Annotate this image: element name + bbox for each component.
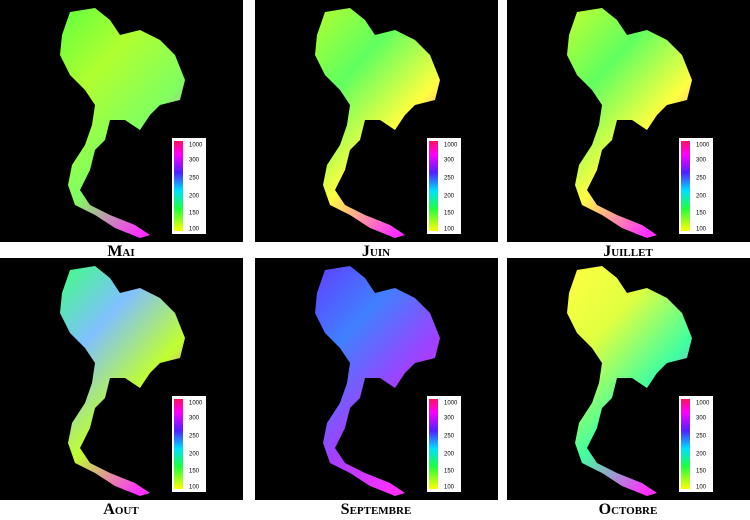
legend-tick-label: 300 (696, 158, 707, 164)
legend-colorbar (174, 141, 183, 231)
legend-tick-label: 100 (696, 485, 707, 491)
legend-tick-label: 250 (696, 176, 707, 182)
legend-tick-label: 250 (444, 434, 455, 440)
map-panel: 1000 300 250 200 150 100 (0, 0, 243, 242)
legend-tick-label: 200 (696, 452, 707, 458)
map-panel: 1000 300 250 200 150 100 (255, 258, 498, 500)
legend-tick-label: 150 (189, 469, 200, 475)
legend-tick-label: 100 (444, 485, 455, 491)
legend-tick-label: 1000 (444, 401, 458, 407)
legend-tick-label: 200 (189, 194, 200, 200)
legend-tick-label: 300 (189, 158, 200, 164)
legend-tick-label: 250 (189, 434, 200, 440)
legend-tick-label: 200 (444, 452, 455, 458)
legend-tick-label: 1000 (696, 401, 710, 407)
legend-colorbar (174, 399, 183, 489)
legend-tick-label: 200 (444, 194, 455, 200)
panel-label: Octobre (599, 501, 658, 518)
legend-colorbar (681, 141, 690, 231)
panel-label: Juillet (603, 243, 653, 260)
legend-tick-label: 100 (189, 227, 200, 233)
legend-colorbar (429, 141, 438, 231)
legend-tick-label: 150 (189, 211, 200, 217)
legend-tick-label: 300 (696, 416, 707, 422)
legend-tick-label: 1000 (696, 143, 710, 149)
legend-tick-label: 250 (189, 176, 200, 182)
legend-tick-label: 200 (189, 452, 200, 458)
legend-tick-label: 100 (444, 227, 455, 233)
panel-label: Mai (107, 243, 134, 260)
legend-tick-label: 200 (696, 194, 707, 200)
map-panel: 1000 300 250 200 150 100 (0, 258, 243, 500)
legend-tick-label: 1000 (189, 401, 203, 407)
legend-tick-label: 250 (444, 176, 455, 182)
map-panel: 1000 300 250 200 150 100 (255, 0, 498, 242)
legend-tick-label: 150 (696, 211, 707, 217)
legend-tick-label: 300 (189, 416, 200, 422)
legend-colorbar (429, 399, 438, 489)
legend-tick-label: 1000 (444, 143, 458, 149)
legend-tick-label: 100 (189, 485, 200, 491)
legend-colorbar (681, 399, 690, 489)
legend-tick-label: 150 (696, 469, 707, 475)
legend-tick-label: 300 (444, 416, 455, 422)
panel-label: Septembre (341, 501, 412, 518)
legend-tick-label: 250 (696, 434, 707, 440)
legend-tick-label: 150 (444, 469, 455, 475)
legend-tick-label: 300 (444, 158, 455, 164)
panel-label: Aout (103, 501, 139, 518)
map-panel: 1000 300 250 200 150 100 (507, 258, 750, 500)
panel-label: Juin (362, 243, 390, 260)
legend-tick-label: 100 (696, 227, 707, 233)
map-panel: 1000 300 250 200 150 100 (507, 0, 750, 242)
legend-tick-label: 150 (444, 211, 455, 217)
legend-tick-label: 1000 (189, 143, 203, 149)
